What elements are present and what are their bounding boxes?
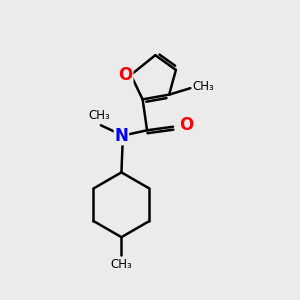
Text: O: O bbox=[179, 116, 194, 134]
Text: CH₃: CH₃ bbox=[88, 109, 110, 122]
Text: O: O bbox=[118, 66, 133, 84]
Text: N: N bbox=[115, 127, 128, 145]
Text: CH₃: CH₃ bbox=[111, 258, 132, 271]
Text: CH₃: CH₃ bbox=[193, 80, 214, 93]
